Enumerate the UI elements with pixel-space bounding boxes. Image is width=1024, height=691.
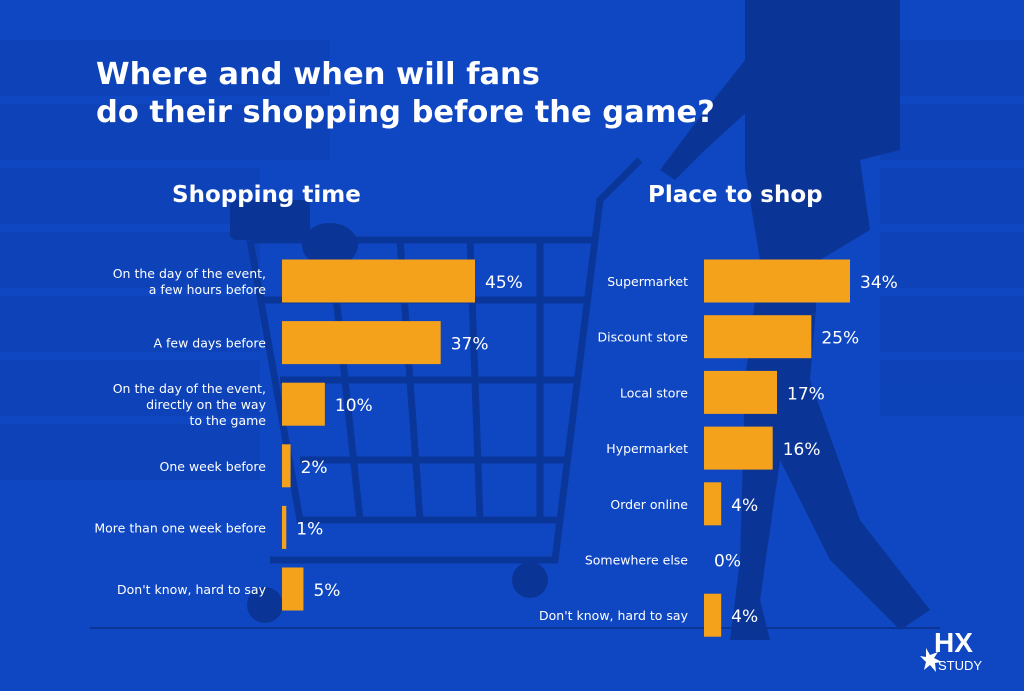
category-label-0: Supermarket xyxy=(607,274,688,289)
logo-sub: STUDY xyxy=(938,658,982,673)
value-label-1: 37% xyxy=(451,335,489,355)
category-label-4: Order online xyxy=(610,497,688,512)
bar-6 xyxy=(704,593,722,637)
bar-3 xyxy=(704,426,773,470)
category-label-2: Local store xyxy=(620,385,688,400)
category-label-1: Discount store xyxy=(598,330,689,345)
category-label-3: One week before xyxy=(160,459,267,474)
bar-1 xyxy=(704,315,812,359)
bar-4 xyxy=(282,505,287,549)
value-label-5: 0% xyxy=(714,552,741,572)
category-label-1: A few days before xyxy=(153,336,266,351)
category-label-0-line-0: On the day of the event, xyxy=(113,266,266,281)
category-label-0-line-1: a few hours before xyxy=(149,282,267,297)
category-label-6: Don't know, hard to say xyxy=(539,608,689,623)
category-label-5: Somewhere else xyxy=(585,553,688,568)
bar-4 xyxy=(704,482,722,526)
category-label-2-line-1: directly on the way xyxy=(146,397,266,412)
bar-2 xyxy=(282,382,325,426)
logo-mark: HX xyxy=(934,627,973,658)
bar-0 xyxy=(704,259,850,303)
value-label-4: 1% xyxy=(296,519,323,539)
category-label-2-line-2: to the game xyxy=(190,413,267,428)
value-label-5: 5% xyxy=(313,581,340,601)
bar-2 xyxy=(704,370,777,414)
category-label-4: More than one week before xyxy=(94,520,266,535)
bar-5 xyxy=(282,567,304,611)
value-label-3: 16% xyxy=(783,440,821,460)
bar-1 xyxy=(282,321,441,365)
value-label-2: 10% xyxy=(335,396,373,416)
value-label-6: 4% xyxy=(731,607,758,627)
title-line-1: Where and when will fans xyxy=(96,57,540,92)
page-title: Where and when will fans do their shoppi… xyxy=(96,56,715,132)
logo-burst-icon xyxy=(920,648,942,672)
bar-3 xyxy=(282,444,291,488)
category-label-2-line-0: On the day of the event, xyxy=(113,381,266,396)
value-label-3: 2% xyxy=(301,458,328,478)
value-label-0: 34% xyxy=(860,273,898,293)
shopping-time-title: Shopping time xyxy=(172,182,361,208)
value-label-1: 25% xyxy=(821,329,859,349)
bar-0 xyxy=(282,259,475,303)
category-label-5: Don't know, hard to say xyxy=(117,582,267,597)
shopping-time-chart: 45%On the day of the event,a few hours b… xyxy=(94,259,523,611)
hx-study-logo: HX STUDY xyxy=(920,627,982,673)
value-label-4: 4% xyxy=(731,496,758,516)
place-to-shop-title: Place to shop xyxy=(648,182,823,208)
category-label-3: Hypermarket xyxy=(606,441,688,456)
title-line-2: do their shopping before the game? xyxy=(96,95,715,130)
value-label-2: 17% xyxy=(787,384,825,404)
place-to-shop-chart: 34% Supermarket 25% Discount store 17% Local … xyxy=(539,259,898,637)
value-label-0: 45% xyxy=(485,273,523,293)
